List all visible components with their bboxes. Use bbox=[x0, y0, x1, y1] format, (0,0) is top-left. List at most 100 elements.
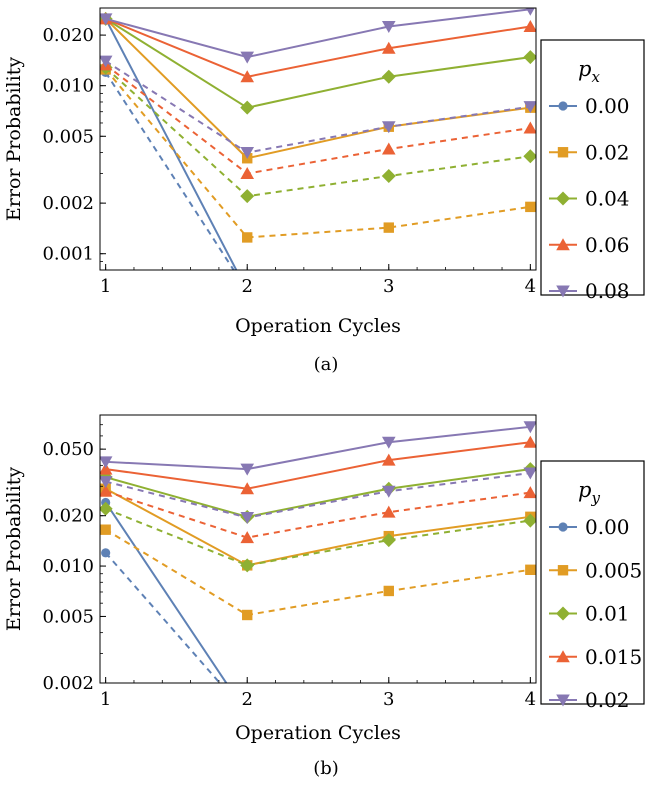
data-point bbox=[240, 531, 255, 544]
data-point bbox=[523, 421, 536, 434]
data-point bbox=[525, 201, 536, 213]
data-point bbox=[100, 456, 113, 469]
data-point bbox=[240, 189, 255, 204]
legend: px0.000.020.040.060.08 bbox=[540, 39, 645, 303]
chart-panel-a: 0.001 0.002 0.005 0.010 0.020 1 2 3 4 Operation C… bbox=[3, 7, 645, 375]
legend-label: 0.02 bbox=[585, 140, 630, 164]
data-point bbox=[525, 8, 535, 16]
data-point bbox=[242, 609, 253, 621]
y-tick-label: 0.010 bbox=[42, 76, 94, 97]
series-line bbox=[105, 17, 531, 109]
data-point bbox=[100, 55, 113, 68]
data-point bbox=[381, 121, 396, 134]
data-point bbox=[381, 453, 396, 466]
x-tick-label: 4 bbox=[525, 689, 536, 710]
series-line bbox=[105, 64, 531, 175]
y-tick-label: 0.020 bbox=[42, 506, 94, 527]
y-tick-label: 0.050 bbox=[42, 439, 94, 460]
data-point bbox=[381, 485, 396, 498]
legend-marker bbox=[557, 147, 569, 158]
legend-label: 0.02 bbox=[585, 688, 630, 712]
data-point bbox=[100, 484, 113, 497]
series-line bbox=[105, 528, 531, 617]
data-point bbox=[383, 222, 394, 233]
y-tick-label: 0.002 bbox=[42, 673, 94, 694]
series-line bbox=[105, 441, 531, 490]
series-line bbox=[104, 71, 235, 270]
data-point bbox=[523, 486, 536, 499]
data-point bbox=[240, 51, 255, 64]
data-point bbox=[523, 20, 536, 33]
data-point bbox=[100, 13, 113, 26]
data-point bbox=[523, 50, 536, 65]
legend-marker bbox=[556, 238, 570, 251]
data-point bbox=[523, 121, 536, 134]
series-line bbox=[104, 552, 222, 683]
legend-marker bbox=[556, 650, 570, 663]
x-tick-label: 2 bbox=[241, 689, 252, 710]
data-point bbox=[525, 564, 536, 575]
data-point bbox=[523, 467, 536, 480]
data-point bbox=[240, 558, 255, 573]
x-tick-label: 3 bbox=[383, 276, 394, 297]
legend-label: 0.01 bbox=[585, 602, 630, 626]
data-point bbox=[240, 482, 255, 495]
data-point bbox=[381, 505, 396, 518]
data-point bbox=[523, 101, 536, 114]
data-point bbox=[100, 462, 113, 475]
legend-label: 0.06 bbox=[585, 233, 630, 257]
data-point bbox=[381, 169, 396, 184]
series-line bbox=[105, 468, 531, 518]
series-line bbox=[104, 66, 531, 198]
legend-marker bbox=[558, 522, 568, 532]
data-point bbox=[240, 100, 255, 115]
series-line bbox=[105, 8, 531, 59]
data-point bbox=[240, 70, 255, 83]
series-line bbox=[105, 425, 531, 471]
x-tick-label: 1 bbox=[100, 276, 111, 297]
data-point bbox=[381, 69, 396, 84]
data-point bbox=[240, 512, 255, 525]
legend-box bbox=[540, 39, 645, 296]
legend-box bbox=[540, 460, 645, 705]
plot-frame bbox=[99, 7, 537, 271]
x-tick-label: 4 bbox=[525, 276, 536, 297]
y-axis-label: Error Probability bbox=[3, 467, 25, 631]
y-tick-label: 0.020 bbox=[42, 25, 94, 46]
legend-label: 0.04 bbox=[585, 187, 630, 211]
y-tick-label: 0.002 bbox=[42, 193, 94, 214]
data-point bbox=[100, 501, 113, 516]
data-point bbox=[381, 142, 396, 155]
series-line bbox=[105, 17, 531, 78]
data-point bbox=[383, 585, 394, 597]
data-point bbox=[381, 21, 396, 34]
legend-label: 0.015 bbox=[585, 645, 642, 669]
plot-area bbox=[100, 8, 536, 270]
legend-marker bbox=[558, 101, 568, 111]
y-tick-label: 0.001 bbox=[42, 244, 94, 265]
y-tick-label: 0.005 bbox=[42, 606, 94, 627]
panel-label: (b) bbox=[313, 758, 339, 779]
y-tick-label: 0.005 bbox=[42, 126, 94, 147]
x-axis-label: Operation Cycles bbox=[235, 722, 401, 744]
series-line bbox=[105, 490, 531, 539]
data-point bbox=[523, 435, 536, 448]
x-tick-label: 3 bbox=[383, 689, 394, 710]
legend-marker bbox=[556, 285, 570, 298]
data-point bbox=[381, 41, 396, 54]
legend-title-subscript: x bbox=[591, 68, 600, 86]
legend-marker bbox=[556, 191, 570, 206]
legend-title-subscript: y bbox=[590, 489, 600, 507]
data-point bbox=[101, 548, 111, 558]
x-axis-label: Operation Cycles bbox=[235, 315, 401, 337]
data-point bbox=[240, 463, 255, 476]
series-line bbox=[104, 68, 531, 239]
panel-label: (a) bbox=[314, 354, 339, 375]
series-line bbox=[104, 18, 531, 160]
data-point bbox=[100, 524, 111, 535]
y-tick-label: 0.010 bbox=[42, 556, 94, 577]
data-point bbox=[240, 167, 255, 180]
series-line bbox=[104, 501, 228, 683]
